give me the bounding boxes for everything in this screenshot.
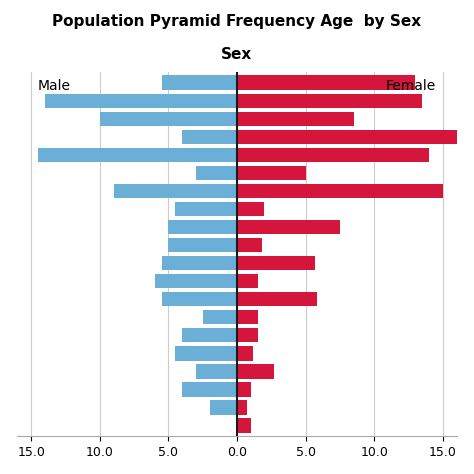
Bar: [237, 364, 274, 379]
Bar: [168, 238, 237, 252]
Bar: [237, 238, 262, 252]
Bar: [237, 147, 429, 162]
Bar: [100, 111, 237, 126]
Bar: [237, 346, 254, 361]
Text: Sex: Sex: [221, 47, 253, 63]
Bar: [168, 220, 237, 234]
Bar: [182, 129, 237, 144]
Text: Population Pyramid Frequency Age  by Sex: Population Pyramid Frequency Age by Sex: [53, 14, 421, 29]
Bar: [203, 310, 237, 324]
Bar: [237, 184, 443, 198]
Bar: [237, 93, 422, 108]
Text: Female: Female: [386, 79, 436, 93]
Bar: [237, 328, 257, 343]
Bar: [237, 310, 257, 324]
Bar: [182, 328, 237, 343]
Bar: [155, 274, 237, 288]
Bar: [237, 382, 251, 397]
Bar: [162, 292, 237, 306]
Bar: [237, 166, 306, 180]
Bar: [237, 292, 317, 306]
Bar: [237, 220, 340, 234]
Bar: [237, 202, 264, 216]
Bar: [237, 418, 251, 433]
Bar: [162, 256, 237, 270]
Bar: [237, 75, 415, 90]
Bar: [113, 184, 237, 198]
Bar: [196, 166, 237, 180]
Bar: [175, 202, 237, 216]
Bar: [237, 256, 315, 270]
Bar: [237, 400, 246, 415]
Bar: [196, 364, 237, 379]
Bar: [175, 346, 237, 361]
Bar: [38, 147, 237, 162]
Bar: [162, 75, 237, 90]
Text: Male: Male: [38, 79, 71, 93]
Bar: [237, 274, 257, 288]
Bar: [237, 129, 456, 144]
Bar: [210, 400, 237, 415]
Bar: [45, 93, 237, 108]
Bar: [182, 382, 237, 397]
Bar: [237, 111, 354, 126]
